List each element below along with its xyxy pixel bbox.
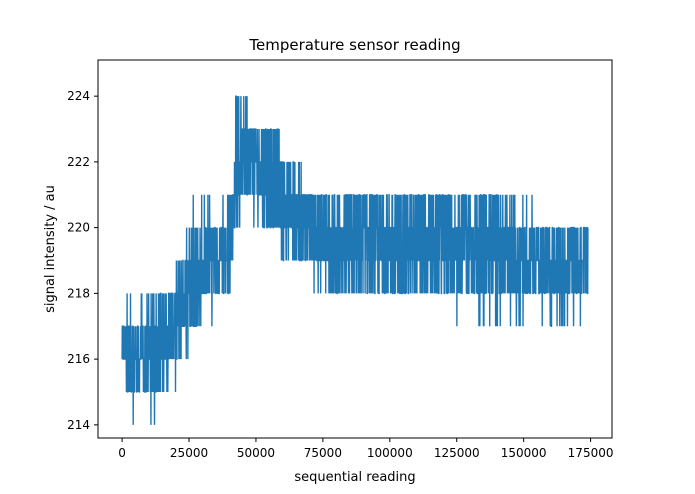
series-line-path [121,95,589,425]
series-line [121,95,589,425]
y-axis-label: signal intensity / au [43,185,58,313]
plot-frame [97,59,613,439]
x-axis: 0 25000 50000 75000 100000 125000 150000 175000 [118,438,613,460]
y-tick-label: 216 [67,352,90,366]
y-tick-label: 218 [67,286,90,300]
chart-title: Temperature sensor reading [248,36,460,54]
x-tick-label: 100000 [367,446,413,460]
x-tick-label: 150000 [501,446,547,460]
x-tick-label: 75000 [304,446,342,460]
y-axis: 214 216 218 220 222 224 [67,89,98,432]
y-tick-label: 214 [67,418,90,432]
x-axis-label: sequential reading [294,470,415,485]
y-tick-label: 220 [67,221,90,235]
x-tick-label: 25000 [170,446,208,460]
x-tick-label: 0 [118,446,126,460]
x-tick-label: 125000 [434,446,480,460]
x-tick-label: 175000 [568,446,614,460]
y-tick-label: 222 [67,155,90,169]
y-tick-label: 224 [67,89,90,103]
x-tick-label: 50000 [237,446,275,460]
